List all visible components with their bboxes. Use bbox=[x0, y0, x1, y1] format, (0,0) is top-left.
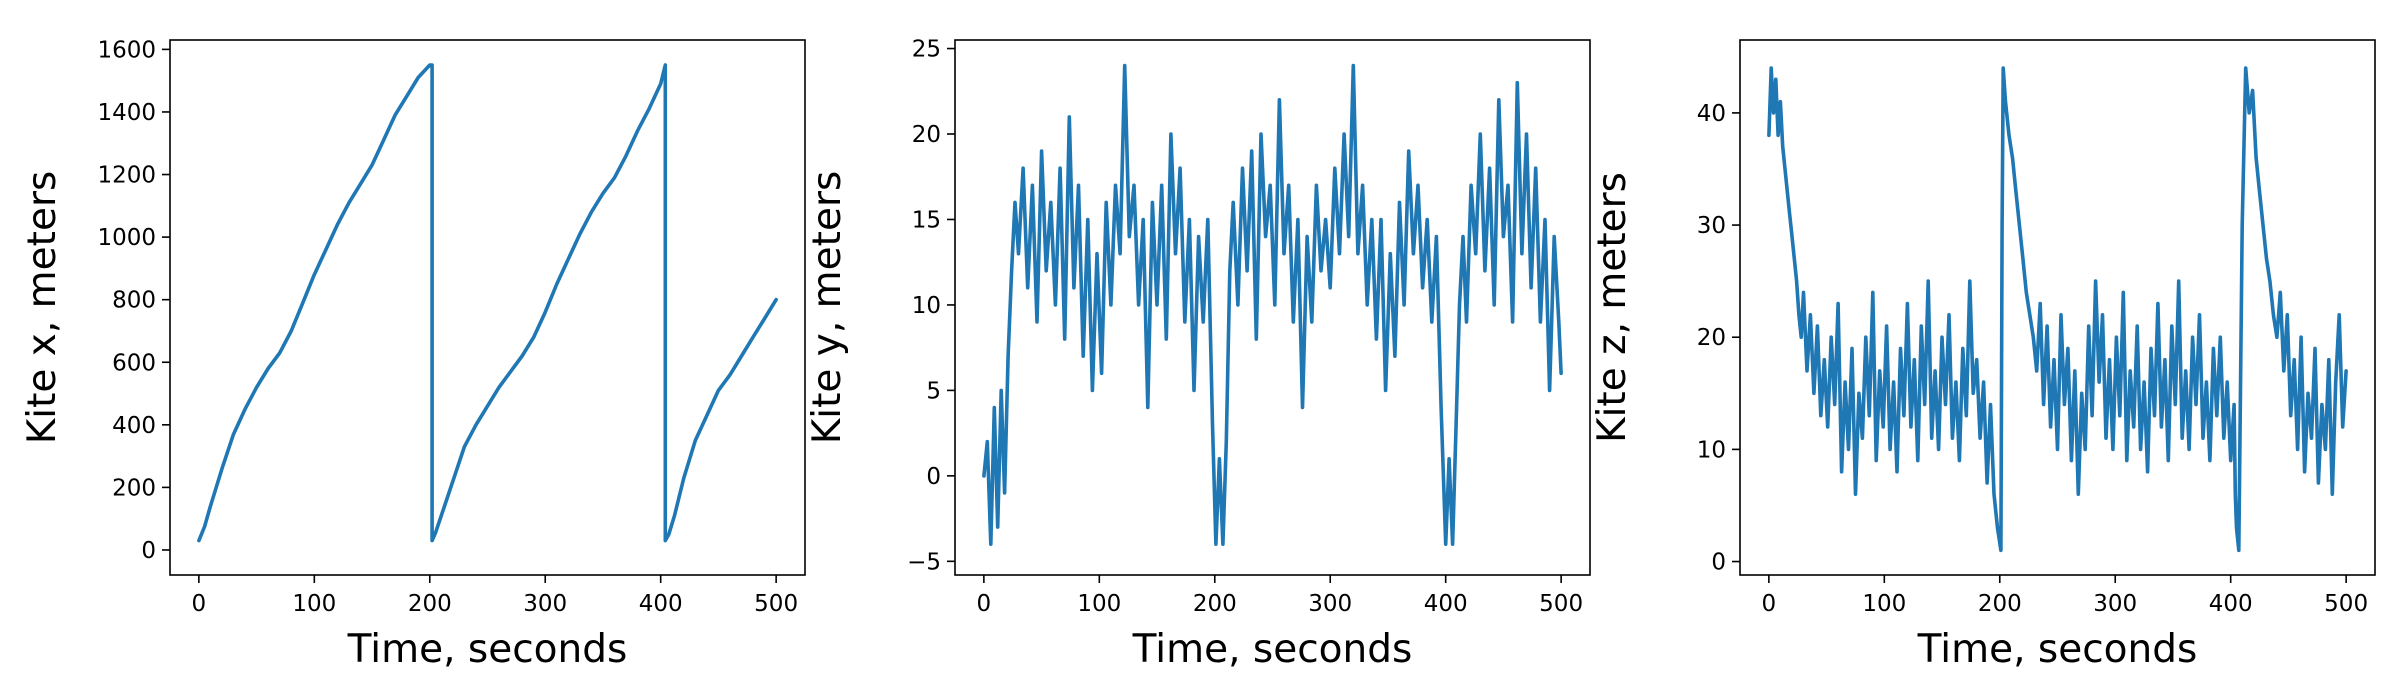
y-tick-label: 20 bbox=[1697, 325, 1726, 351]
y-tick-label: 0 bbox=[1711, 550, 1726, 576]
x-axis-label: Time, seconds bbox=[1917, 627, 2198, 672]
y-tick-label: 600 bbox=[112, 350, 156, 376]
y-tick-label: 800 bbox=[112, 288, 156, 314]
subplot-kite-x: 0 100 200 300 400 500 0 200 400 600 800 1000 1200 140… bbox=[20, 37, 806, 672]
x-tick-label: 100 bbox=[292, 591, 336, 617]
y-tick-label: 1600 bbox=[97, 37, 156, 63]
y-tick-label: −5 bbox=[907, 549, 941, 575]
x-tick-label: 300 bbox=[1308, 591, 1352, 617]
x-tick-label: 100 bbox=[1862, 591, 1906, 617]
series-line bbox=[1767, 66, 2348, 553]
y-axis-label: Kite x, meters bbox=[20, 171, 65, 445]
y-tick-label: 10 bbox=[912, 293, 941, 319]
x-tick-label: 0 bbox=[977, 591, 992, 617]
y-tick-label: 15 bbox=[912, 207, 941, 233]
subplot-kite-y: 0 100 200 300 400 500 −5 0 5 10 15 20 25 Time, second… bbox=[805, 37, 1591, 672]
y-tick-label: 40 bbox=[1697, 101, 1726, 127]
y-tick-label: 30 bbox=[1697, 213, 1726, 239]
series-line bbox=[197, 63, 778, 543]
x-tick-label: 0 bbox=[1762, 591, 1777, 617]
x-tick-label: 400 bbox=[1424, 591, 1468, 617]
y-tick-label: 200 bbox=[112, 475, 156, 501]
x-tick-label: 500 bbox=[1539, 591, 1583, 617]
x-axis-label: Time, seconds bbox=[347, 627, 628, 672]
x-tick-label: 400 bbox=[639, 591, 683, 617]
y-tick-label: 0 bbox=[141, 538, 156, 564]
y-tick-label: 1000 bbox=[97, 225, 156, 251]
y-tick-label: 10 bbox=[1697, 437, 1726, 463]
y-tick-label: 1200 bbox=[97, 163, 156, 189]
x-tick-label: 300 bbox=[2093, 591, 2137, 617]
subplot-kite-z: 0 100 200 300 400 500 0 10 20 30 40 Time, seconds Ki… bbox=[1590, 39, 2376, 672]
x-axis-label: Time, seconds bbox=[1132, 627, 1413, 672]
x-tick-label: 200 bbox=[1978, 591, 2022, 617]
plot-frame bbox=[1739, 39, 2376, 576]
x-tick-label: 200 bbox=[408, 591, 452, 617]
x-tick-label: 200 bbox=[1193, 591, 1237, 617]
y-axis-label: Kite y, meters bbox=[805, 171, 850, 445]
series-line bbox=[982, 63, 1563, 547]
x-tick-label: 100 bbox=[1077, 591, 1121, 617]
y-tick-label: 20 bbox=[912, 122, 941, 148]
x-tick-label: 400 bbox=[2209, 591, 2253, 617]
y-tick-label: 5 bbox=[926, 378, 941, 404]
y-tick-label: 0 bbox=[926, 464, 941, 490]
plot-frame bbox=[954, 39, 1591, 576]
x-tick-label: 300 bbox=[523, 591, 567, 617]
y-tick-label: 25 bbox=[912, 37, 941, 63]
y-tick-label: 1400 bbox=[97, 100, 156, 126]
y-tick-label: 400 bbox=[112, 413, 156, 439]
x-tick-label: 500 bbox=[754, 591, 798, 617]
x-tick-label: 0 bbox=[192, 591, 207, 617]
y-axis-label: Kite z, meters bbox=[1590, 172, 1635, 443]
x-tick-label: 500 bbox=[2324, 591, 2368, 617]
plot-frame bbox=[169, 39, 806, 576]
